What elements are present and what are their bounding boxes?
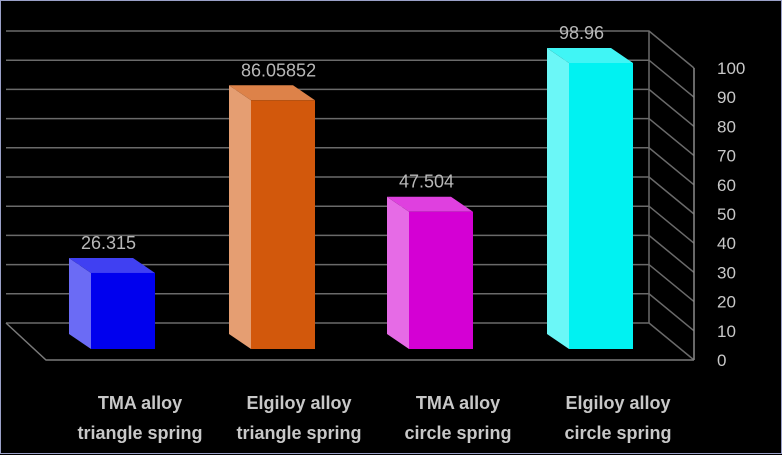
bar-3 [387, 196, 473, 349]
y-tick-label: 40 [717, 234, 736, 253]
data-label: 47.504 [399, 172, 454, 192]
category-label: Elgiloy alloy triangle spring [236, 393, 361, 443]
y-tick-label: 0 [717, 351, 726, 370]
bar-1 [69, 257, 155, 349]
gridlines [6, 30, 695, 361]
y-tick-label: 100 [717, 59, 745, 78]
y-tick-label: 70 [717, 147, 736, 166]
category-label-line: triangle spring [236, 423, 361, 443]
floor-edge [5, 322, 694, 361]
bar-side [387, 196, 409, 349]
category-label: TMA alloy triangle spring [77, 393, 202, 443]
bar-top [387, 196, 473, 212]
bar-2 [229, 85, 315, 349]
y-tick-label: 80 [717, 117, 736, 136]
bars [69, 48, 633, 349]
chart-floor [5, 322, 694, 361]
bar-top [547, 48, 633, 63]
y-tick-label: 10 [717, 322, 736, 341]
category-label-line: TMA alloy [98, 393, 182, 413]
category-label-line: circle spring [404, 423, 511, 443]
data-labels: 26.315 86.05852 47.504 98.96 [81, 23, 604, 253]
bar-side [229, 85, 251, 349]
bar-front [569, 63, 633, 349]
category-label: Elgiloy alloy circle spring [564, 393, 671, 443]
y-tick-label: 30 [717, 263, 736, 282]
y-tick-label: 50 [717, 205, 736, 224]
y-tick-label: 90 [717, 88, 736, 107]
y-axis-ticks: 0 10 20 30 40 50 60 70 80 90 100 [717, 59, 745, 370]
bar-top [229, 85, 315, 101]
data-label: 26.315 [81, 233, 136, 253]
category-label-line: Elgiloy alloy [565, 393, 670, 413]
category-label: TMA alloy circle spring [404, 393, 511, 443]
category-label-line: TMA alloy [416, 393, 500, 413]
bar-front [91, 272, 155, 349]
bar-front [409, 211, 473, 349]
data-label: 86.05852 [241, 60, 316, 80]
category-labels: TMA alloy triangle spring Elgiloy alloy tri… [77, 393, 671, 443]
bar-4 [547, 48, 633, 349]
bar-top [69, 257, 155, 273]
data-label: 98.96 [559, 23, 604, 43]
category-label-line: Elgiloy alloy [246, 393, 351, 413]
bar-side [547, 48, 569, 349]
bar-side [69, 257, 91, 349]
y-tick-label: 20 [717, 293, 736, 312]
bar-front [251, 100, 315, 349]
category-label-line: triangle spring [77, 423, 202, 443]
category-label-line: circle spring [564, 423, 671, 443]
y-tick-label: 60 [717, 176, 736, 195]
